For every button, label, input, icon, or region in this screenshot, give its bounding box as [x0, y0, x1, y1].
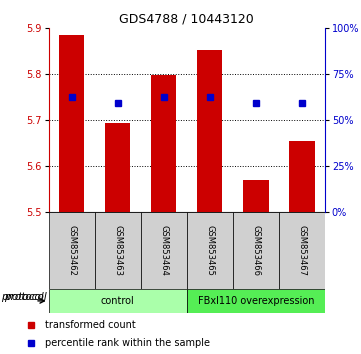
Bar — [49, 212, 95, 289]
Bar — [95, 212, 141, 289]
Text: GSM853466: GSM853466 — [251, 225, 260, 276]
Bar — [49, 289, 187, 313]
Bar — [105, 123, 130, 212]
Bar — [187, 289, 325, 313]
Text: GSM853462: GSM853462 — [67, 225, 76, 276]
Text: FBxl110 overexpression: FBxl110 overexpression — [197, 296, 314, 306]
Bar — [59, 35, 84, 212]
Bar — [279, 212, 325, 289]
Text: protocol: protocol — [4, 292, 46, 302]
Bar — [197, 50, 222, 212]
Bar — [141, 212, 187, 289]
Text: percentile rank within the sample: percentile rank within the sample — [45, 338, 210, 348]
Text: control: control — [101, 296, 135, 306]
Bar — [289, 141, 314, 212]
Bar — [233, 212, 279, 289]
Bar — [187, 212, 233, 289]
Text: GSM853465: GSM853465 — [205, 225, 214, 276]
Text: transformed count: transformed count — [45, 320, 136, 330]
Text: GSM853464: GSM853464 — [159, 225, 168, 276]
Bar — [151, 75, 177, 212]
Bar — [243, 180, 269, 212]
Text: protocol: protocol — [1, 292, 44, 302]
Text: GSM853463: GSM853463 — [113, 225, 122, 276]
Title: GDS4788 / 10443120: GDS4788 / 10443120 — [119, 13, 254, 26]
Text: GSM853467: GSM853467 — [297, 225, 306, 276]
